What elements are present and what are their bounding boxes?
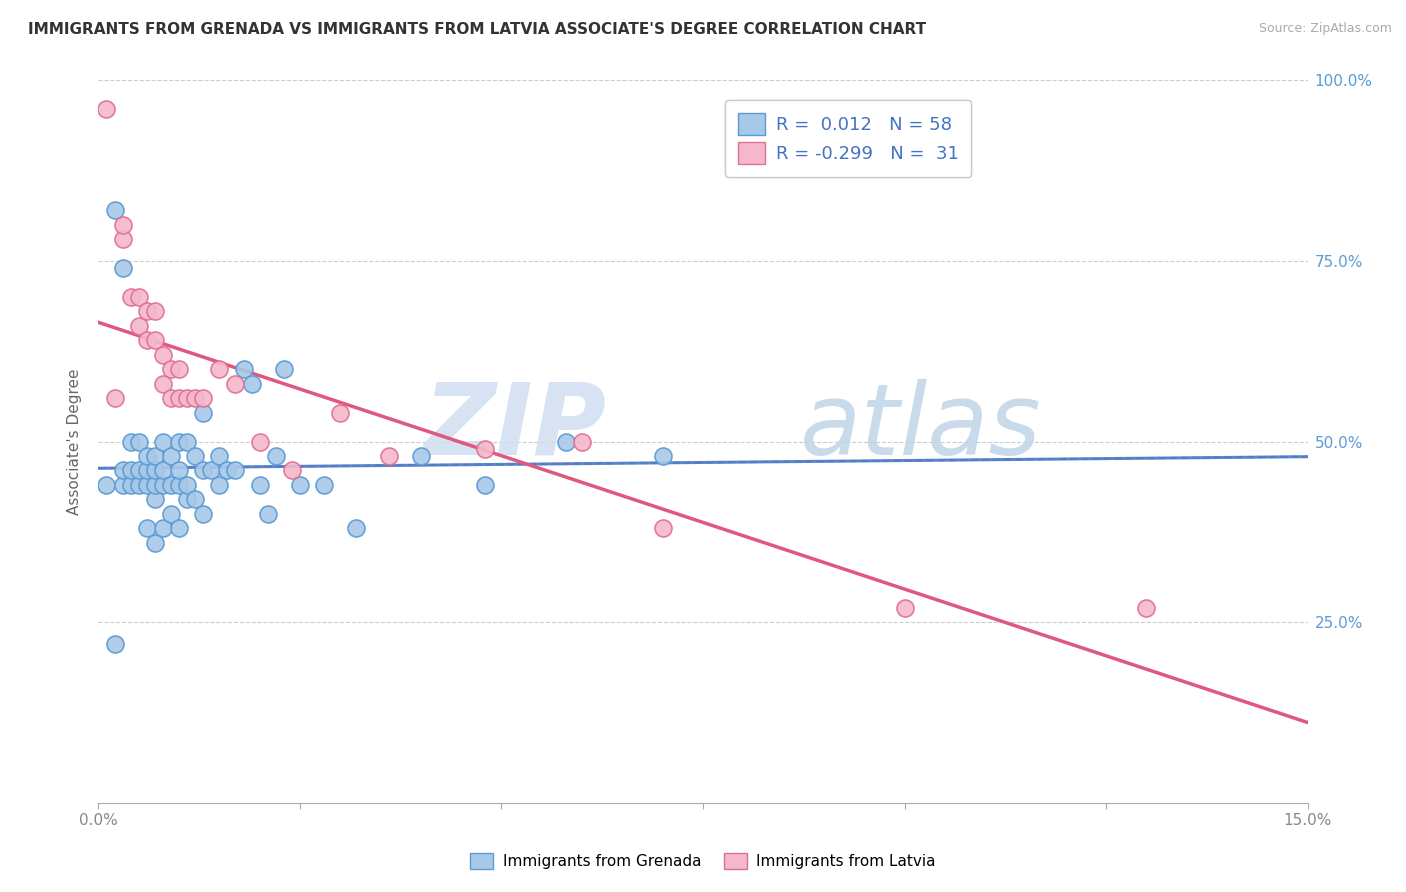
- Point: [208, 478, 231, 492]
- Point: [120, 463, 142, 477]
- Point: [409, 449, 432, 463]
- Point: [128, 478, 150, 492]
- Point: [217, 463, 239, 477]
- Point: [160, 391, 183, 405]
- Point: [176, 434, 198, 449]
- Point: [193, 406, 215, 420]
- Point: [135, 478, 157, 492]
- Point: [120, 290, 142, 304]
- Point: [224, 376, 246, 391]
- Point: [152, 376, 174, 391]
- Point: [329, 406, 352, 420]
- Point: [208, 362, 231, 376]
- Point: [143, 449, 166, 463]
- Point: [135, 463, 157, 477]
- Point: [288, 478, 311, 492]
- Point: [160, 449, 183, 463]
- Point: [128, 290, 150, 304]
- Point: [208, 449, 231, 463]
- Point: [651, 521, 673, 535]
- Point: [893, 600, 915, 615]
- Point: [135, 304, 157, 318]
- Point: [103, 391, 125, 405]
- Point: [103, 637, 125, 651]
- Point: [193, 507, 215, 521]
- Point: [143, 304, 166, 318]
- Point: [143, 478, 166, 492]
- Point: [176, 478, 198, 492]
- Point: [571, 434, 593, 449]
- Text: ZIP: ZIP: [423, 378, 606, 475]
- Point: [555, 434, 578, 449]
- Point: [152, 434, 174, 449]
- Point: [167, 391, 190, 405]
- Point: [240, 376, 263, 391]
- Point: [135, 334, 157, 348]
- Point: [103, 203, 125, 218]
- Point: [167, 463, 190, 477]
- Point: [474, 442, 496, 456]
- Text: atlas: atlas: [800, 378, 1042, 475]
- Point: [111, 232, 134, 246]
- Point: [200, 463, 222, 477]
- Point: [167, 362, 190, 376]
- Point: [96, 478, 118, 492]
- Point: [111, 261, 134, 276]
- Point: [344, 521, 367, 535]
- Point: [152, 463, 174, 477]
- Point: [143, 463, 166, 477]
- Point: [264, 449, 287, 463]
- Point: [120, 478, 142, 492]
- Point: [249, 478, 271, 492]
- Point: [232, 362, 254, 376]
- Point: [193, 391, 215, 405]
- Point: [651, 449, 673, 463]
- Legend: Immigrants from Grenada, Immigrants from Latvia: Immigrants from Grenada, Immigrants from…: [464, 847, 942, 875]
- Point: [256, 507, 278, 521]
- Point: [184, 391, 207, 405]
- Y-axis label: Associate's Degree: Associate's Degree: [67, 368, 83, 515]
- Point: [377, 449, 399, 463]
- Point: [176, 391, 198, 405]
- Point: [160, 507, 183, 521]
- Point: [128, 463, 150, 477]
- Point: [143, 334, 166, 348]
- Point: [193, 463, 215, 477]
- Point: [281, 463, 304, 477]
- Point: [167, 434, 190, 449]
- Point: [152, 521, 174, 535]
- Point: [184, 449, 207, 463]
- Point: [135, 449, 157, 463]
- Point: [120, 434, 142, 449]
- Point: [128, 434, 150, 449]
- Point: [143, 492, 166, 507]
- Point: [314, 478, 336, 492]
- Legend: R =  0.012   N = 58, R = -0.299   N =  31: R = 0.012 N = 58, R = -0.299 N = 31: [725, 100, 972, 177]
- Point: [273, 362, 295, 376]
- Point: [474, 478, 496, 492]
- Point: [143, 535, 166, 549]
- Point: [152, 348, 174, 362]
- Text: Source: ZipAtlas.com: Source: ZipAtlas.com: [1258, 22, 1392, 36]
- Point: [111, 218, 134, 232]
- Point: [224, 463, 246, 477]
- Point: [111, 463, 134, 477]
- Text: IMMIGRANTS FROM GRENADA VS IMMIGRANTS FROM LATVIA ASSOCIATE'S DEGREE CORRELATION: IMMIGRANTS FROM GRENADA VS IMMIGRANTS FR…: [28, 22, 927, 37]
- Point: [184, 492, 207, 507]
- Point: [96, 102, 118, 116]
- Point: [135, 521, 157, 535]
- Point: [167, 521, 190, 535]
- Point: [152, 478, 174, 492]
- Point: [176, 492, 198, 507]
- Point: [1135, 600, 1157, 615]
- Point: [167, 478, 190, 492]
- Point: [111, 478, 134, 492]
- Point: [160, 478, 183, 492]
- Point: [128, 318, 150, 333]
- Point: [160, 362, 183, 376]
- Point: [249, 434, 271, 449]
